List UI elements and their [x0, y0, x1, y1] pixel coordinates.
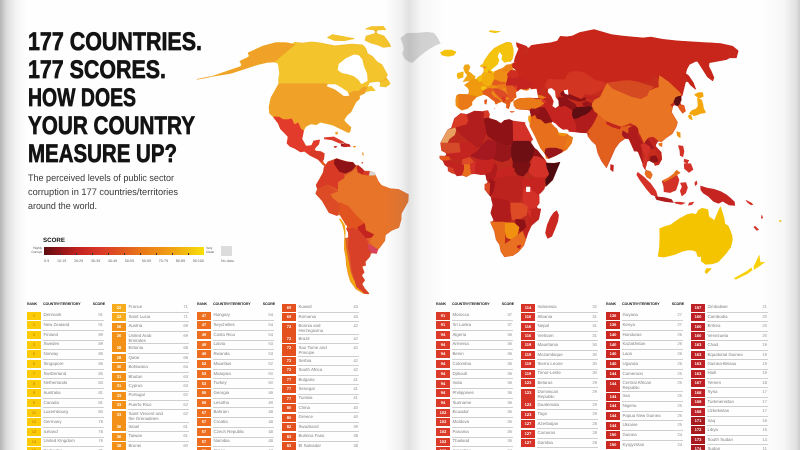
- svg-text:around the world.: around the world.: [28, 201, 97, 212]
- svg-text:corruption in 177 countries/te: corruption in 177 countries/territories: [28, 187, 178, 198]
- svg-text:The perceived levels of public: The perceived levels of public sector: [28, 173, 174, 184]
- svg-text:MEASURE UP?: MEASURE UP?: [28, 140, 177, 168]
- svg-text:177 SCORES.: 177 SCORES.: [28, 56, 166, 84]
- svg-text:HOW DOES: HOW DOES: [28, 84, 136, 112]
- svg-text:177 COUNTRIES.: 177 COUNTRIES.: [28, 28, 202, 56]
- svg-text:YOUR COUNTRY: YOUR COUNTRY: [28, 112, 195, 140]
